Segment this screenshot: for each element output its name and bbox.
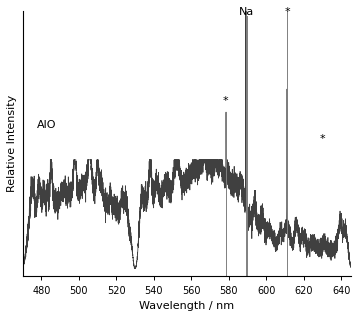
Text: AlO: AlO: [37, 121, 57, 130]
X-axis label: Wavelength / nm: Wavelength / nm: [139, 301, 234, 311]
Y-axis label: Relative Intensity: Relative Intensity: [7, 95, 17, 192]
Text: *: *: [284, 7, 290, 17]
Text: Na: Na: [239, 7, 254, 17]
Text: *: *: [222, 96, 228, 107]
Text: *: *: [320, 134, 326, 144]
